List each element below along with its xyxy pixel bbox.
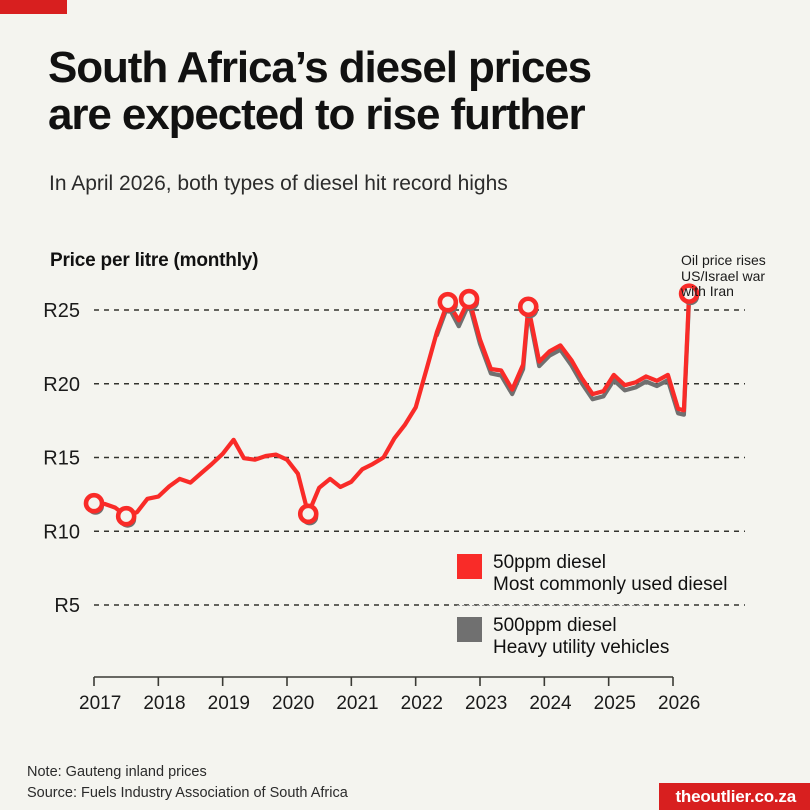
publisher-logo: theoutlier.co.za [659, 783, 810, 810]
chart-legend: 50ppm diesel Most commonly used diesel 5… [457, 552, 757, 658]
annotation-note: Oil price rises US/Israel war with Iran [681, 252, 766, 300]
legend-desc-500ppm: Heavy utility vehicles [493, 636, 670, 658]
page-title: South Africa’s diesel prices are expecte… [48, 44, 778, 138]
page-subtitle: In April 2026, both types of diesel hit … [49, 172, 508, 195]
x-axis-tick-label: 2024 [529, 693, 572, 714]
chart-axis-title: Price per litre (monthly) [50, 250, 259, 271]
footnote: Note: Gauteng inland prices Source: Fuel… [27, 762, 348, 804]
legend-desc-50ppm: Most commonly used diesel [493, 573, 728, 595]
x-axis-tick-label: 2026 [658, 693, 700, 714]
y-axis-tick-label: R25 [43, 300, 80, 322]
data-point-marker[interactable] [115, 505, 137, 527]
gray-swatch [457, 616, 482, 642]
y-axis-tick-label: R15 [43, 448, 80, 470]
footnote-note: Note: Gauteng inland prices [27, 764, 207, 780]
data-point-marker[interactable] [437, 291, 459, 313]
title-line-2: are expected to rise further [48, 90, 586, 140]
x-axis-tick-label: 2022 [401, 693, 443, 714]
annotation-r26-11: Oil price rises US/Israel war with Iran [681, 252, 766, 300]
y-axis-tick-label: R5 [54, 595, 80, 617]
data-point-marker[interactable] [517, 296, 539, 318]
data-point-marker[interactable] [678, 283, 700, 304]
legend-divider [457, 604, 645, 606]
data-point-marker[interactable] [83, 492, 105, 514]
title-line-1: South Africa’s diesel prices [48, 43, 592, 92]
x-axis-tick-label: 2021 [336, 693, 378, 714]
brand-accent-bar [0, 0, 67, 14]
series-line-50ppm [91, 291, 692, 519]
legend-item-500ppm: 500ppm diesel Heavy utility vehicles [457, 615, 757, 659]
legend-item-50ppm: 50ppm diesel Most commonly used diesel [457, 552, 757, 596]
x-axis-tick-label: 2025 [594, 693, 636, 714]
y-axis-tick-label: R10 [43, 521, 80, 543]
x-axis-tick-label: 2017 [79, 693, 121, 714]
red-swatch [457, 554, 482, 579]
x-axis-tick-label: 2019 [208, 693, 250, 714]
footnote-source: Source: Fuels Industry Association of So… [27, 785, 348, 802]
x-axis-tick-label: 2018 [143, 693, 185, 714]
data-point-marker[interactable] [458, 288, 480, 310]
x-axis-tick-label: 2023 [465, 693, 507, 714]
data-point-marker[interactable] [297, 503, 319, 525]
legend-label-500ppm: 500ppm diesel [493, 614, 617, 636]
y-axis-tick-label: R20 [43, 374, 80, 396]
x-axis-tick-label: 2020 [272, 693, 314, 714]
legend-label-50ppm: 50ppm diesel [493, 552, 607, 573]
